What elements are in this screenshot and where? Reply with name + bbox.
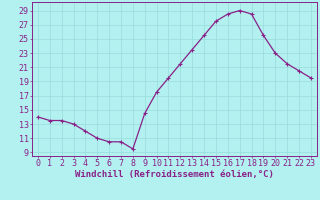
X-axis label: Windchill (Refroidissement éolien,°C): Windchill (Refroidissement éolien,°C) <box>75 170 274 179</box>
